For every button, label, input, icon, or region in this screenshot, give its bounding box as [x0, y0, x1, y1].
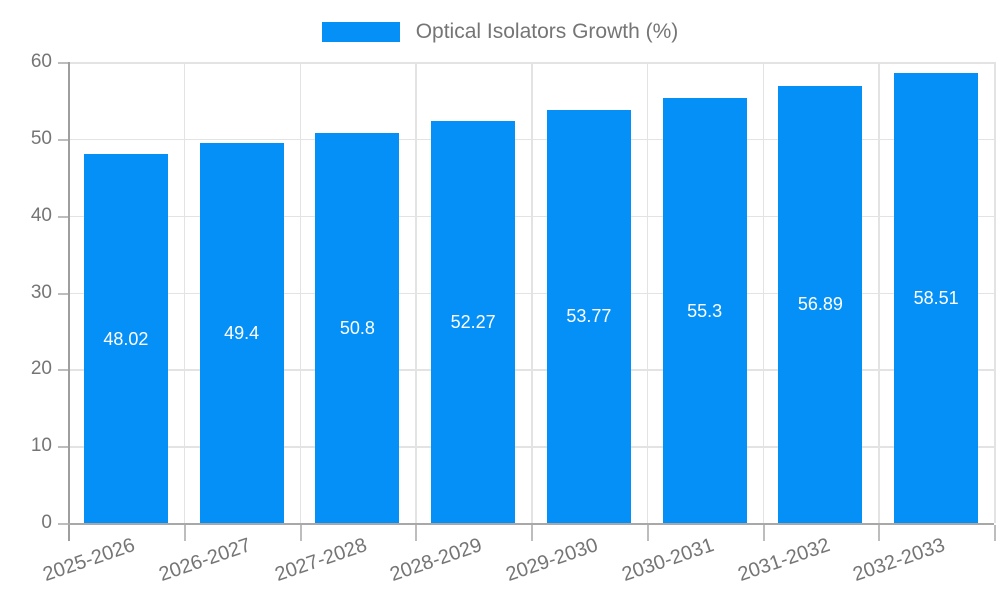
bar-value-label: 55.3 [687, 300, 723, 321]
x-axis-tick-label: 2025-2026 [40, 534, 139, 586]
gridline-vertical [415, 62, 417, 523]
bar-value-label: 52.27 [450, 312, 496, 333]
legend-swatch [321, 22, 400, 42]
gridline-vertical [878, 62, 880, 523]
x-axis-tick [646, 525, 649, 541]
bar-value-label: 53.77 [566, 306, 612, 327]
bar[interactable] [199, 143, 284, 523]
y-axis-tick [58, 369, 68, 372]
bar[interactable] [778, 85, 863, 523]
x-axis-tick [762, 525, 765, 541]
gridline-vertical [299, 62, 301, 523]
bar[interactable] [83, 154, 168, 523]
bar[interactable] [894, 73, 979, 523]
x-axis-baseline [68, 523, 994, 525]
y-axis-tick [58, 215, 68, 218]
x-axis-tick [299, 525, 302, 541]
y-axis-tick-label: 10 [30, 435, 52, 457]
bar[interactable] [546, 109, 631, 523]
y-axis-tick-label: 60 [30, 51, 52, 72]
x-axis-tick [415, 525, 418, 541]
y-axis-tick [58, 523, 68, 525]
chart-legend[interactable]: Optical Isolators Growth (%) [0, 20, 1000, 44]
y-axis-tick-label: 0 [41, 512, 52, 533]
bar-value-label: 58.51 [913, 288, 959, 309]
y-axis-tick-label: 30 [30, 281, 52, 303]
x-axis-tick-label: 2026-2027 [156, 534, 254, 586]
y-axis-tick [58, 292, 68, 295]
gridline-vertical [183, 62, 186, 523]
x-axis-tick-label: 2028-2029 [387, 534, 486, 586]
bar-value-label: 49.4 [224, 323, 260, 344]
x-axis-tick [531, 525, 533, 541]
y-axis-tick [58, 62, 68, 64]
y-axis-tick [58, 446, 68, 449]
y-axis-tick-label: 40 [30, 204, 52, 226]
bar[interactable] [662, 98, 747, 523]
x-axis-tick [183, 525, 186, 541]
gridline-vertical [531, 62, 533, 523]
x-axis-tick-label: 2029-2030 [503, 534, 602, 586]
x-axis-tick-label: 2032-2033 [850, 534, 949, 586]
bar-value-label: 56.89 [797, 294, 843, 315]
x-axis-tick-label: 2027-2028 [271, 534, 370, 586]
gridline-vertical [762, 62, 764, 523]
legend-label: Optical Isolators Growth (%) [415, 20, 679, 43]
y-axis-line [68, 62, 70, 541]
x-axis-tick-label: 2030-2031 [619, 534, 717, 586]
x-axis-tick [878, 525, 881, 541]
y-axis-tick-label: 20 [30, 358, 52, 380]
bar-value-label: 50.8 [339, 317, 375, 338]
bar-value-label: 48.02 [103, 328, 149, 349]
bar[interactable] [315, 132, 400, 523]
y-axis-tick-label: 50 [30, 127, 52, 149]
x-axis-tick [994, 525, 996, 541]
gridline-vertical [646, 62, 649, 523]
y-axis-tick [58, 138, 68, 141]
bar[interactable] [431, 121, 516, 523]
x-axis-tick-label: 2031-2032 [734, 534, 833, 586]
gridline-vertical [994, 62, 996, 523]
